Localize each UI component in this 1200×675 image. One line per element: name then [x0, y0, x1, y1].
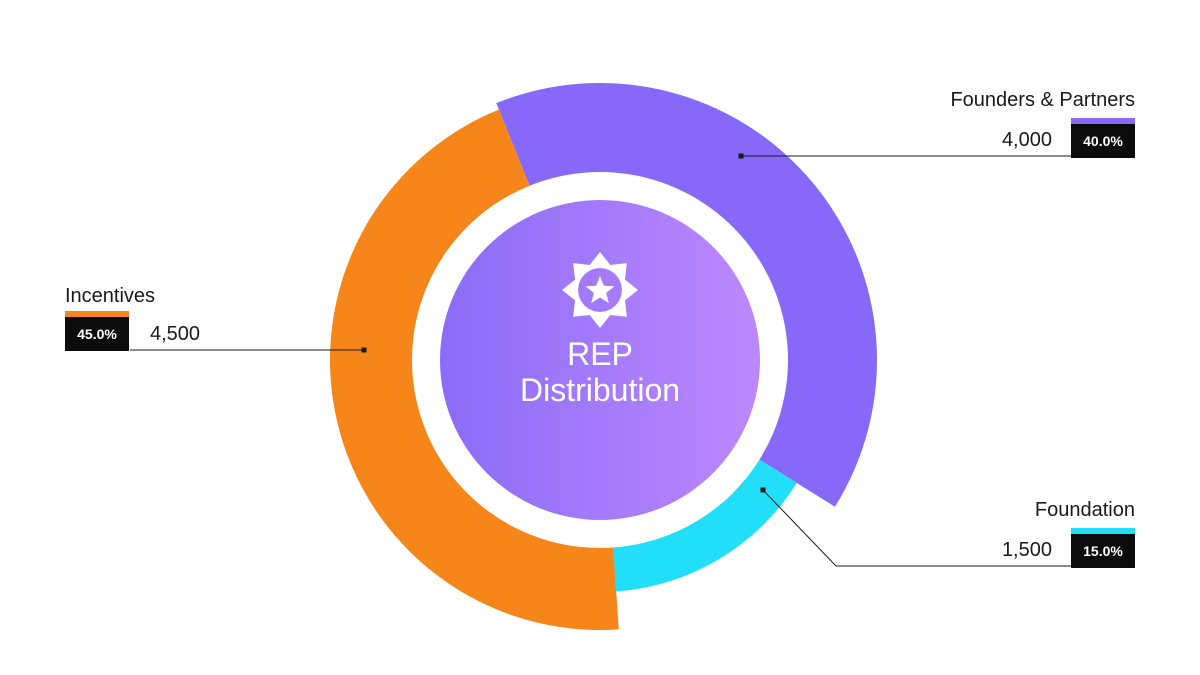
leader-line-foundation [762, 489, 1072, 567]
percent-label-incentives: 45.0% [77, 326, 117, 342]
percent-badge-foundation: 15.0% [1071, 528, 1135, 568]
label-name-incentives: Incentives [65, 285, 156, 307]
slice-foundation [613, 459, 797, 592]
leader-dot-founders-partners [738, 153, 744, 159]
center-disc [440, 200, 760, 520]
pie-slices [330, 82, 877, 631]
center-title: REP Distribution [519, 336, 681, 408]
label-value-foundation: 1,500 [1001, 539, 1052, 561]
percent-label-founders-partners: 40.0% [1083, 133, 1123, 149]
leader-lines [130, 153, 1072, 567]
slice-incentives [330, 109, 619, 631]
label-value-founders-partners: 4,000 [1001, 129, 1052, 151]
label-name-foundation: Foundation [1034, 499, 1135, 521]
percent-badge-incentives: 45.0% [65, 311, 129, 351]
label-name-founders-partners: Founders & Partners [950, 89, 1135, 111]
leader-dot-incentives [361, 347, 367, 353]
color-bar-incentives [65, 311, 129, 317]
color-bar-foundation [1071, 528, 1135, 534]
percent-label-foundation: 15.0% [1083, 543, 1123, 559]
leader-dot-foundation [760, 487, 766, 493]
color-bar-founders-partners [1071, 118, 1135, 124]
label-value-incentives: 4,500 [150, 323, 201, 345]
star-badge-icon [562, 252, 638, 328]
slice-founders-partners [496, 82, 877, 507]
percent-badge-founders-partners: 40.0% [1071, 118, 1135, 158]
